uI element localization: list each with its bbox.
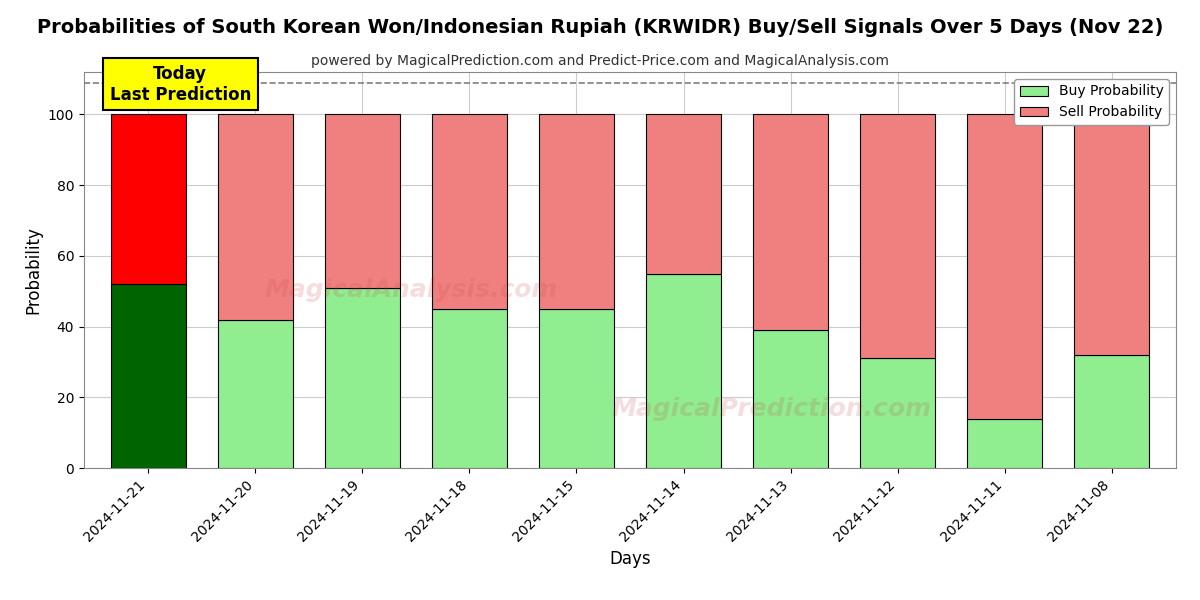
Bar [218,319,293,468]
Text: Probabilities of South Korean Won/Indonesian Rupiah (KRWIDR) Buy/Sell Signals Ov: Probabilities of South Korean Won/Indone… [37,18,1163,37]
Y-axis label: Probability: Probability [24,226,42,314]
X-axis label: Days: Days [610,550,650,568]
Bar [110,115,186,284]
Bar [860,358,935,468]
Bar [967,419,1042,468]
Bar [218,115,293,319]
Bar [325,115,400,287]
Bar [325,287,400,468]
Text: powered by MagicalPrediction.com and Predict-Price.com and MagicalAnalysis.com: powered by MagicalPrediction.com and Pre… [311,54,889,68]
Bar [432,309,506,468]
Bar [860,115,935,358]
Bar [646,115,721,274]
Bar [432,115,506,309]
Bar [110,284,186,468]
Legend: Buy Probability, Sell Probability: Buy Probability, Sell Probability [1014,79,1169,125]
Bar [754,115,828,330]
Bar [539,115,614,309]
Bar [1074,355,1150,468]
Bar [754,330,828,468]
Bar [539,309,614,468]
Bar [646,274,721,468]
Text: MagicalAnalysis.com: MagicalAnalysis.com [265,278,558,302]
Bar [967,115,1042,419]
Bar [1074,115,1150,355]
Text: MagicalPrediction.com: MagicalPrediction.com [612,397,932,421]
Text: Today
Last Prediction: Today Last Prediction [109,65,251,104]
